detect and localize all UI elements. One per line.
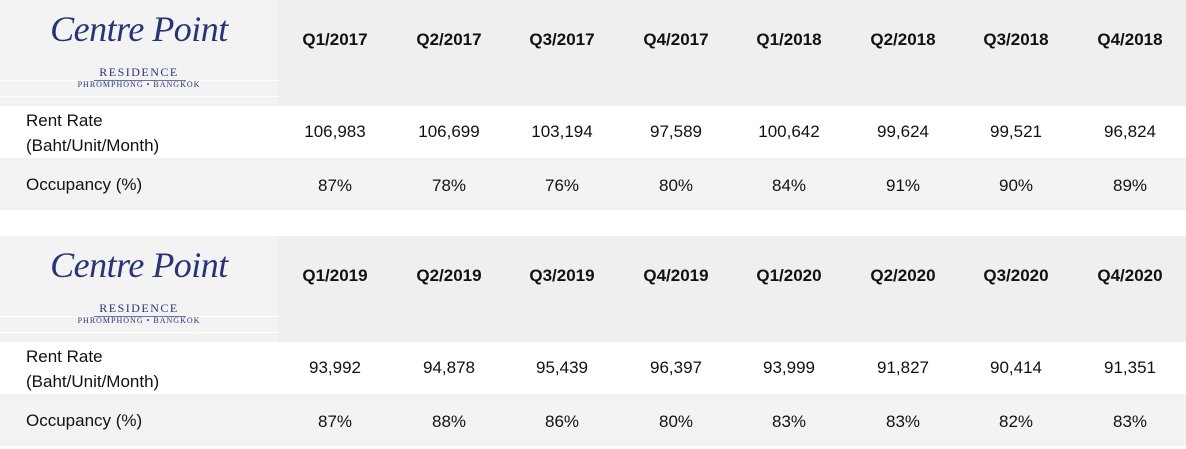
quarter-header: Q1/2020 [756, 266, 822, 285]
logo-location: PHROMPHONG • BANGKOK [77, 316, 201, 325]
logo-title: Centre Point [50, 245, 228, 285]
occupancy-row: Occupancy (%) 87% 88% 86% 80% 83% 83% 82% 83% [0, 394, 1186, 446]
occupancy-cell: 80% [658, 176, 694, 195]
header-row: Centre Point RESIDENCE PHROMPHONG • BANGKO… [0, 236, 1186, 342]
rent-rate-cell: 91,827 [877, 358, 929, 377]
rent-rate-cell: 93,992 [309, 358, 361, 377]
quarter-header: Q1/2017 [302, 30, 368, 49]
rent-rate-cell: 93,999 [763, 358, 815, 377]
occupancy-cell: 87% [317, 412, 353, 431]
rent-rate-cell: 97,589 [650, 122, 702, 141]
quarter-header: Q4/2020 [1097, 266, 1163, 285]
block-separator [0, 210, 1186, 236]
quarter-header: Q3/2018 [983, 30, 1049, 49]
occupancy-cell: 80% [658, 412, 694, 431]
quarter-header: Q2/2019 [416, 266, 482, 285]
rent-rate-cell: 90,414 [990, 358, 1042, 377]
quarter-header: Q4/2019 [643, 266, 709, 285]
occupancy-cell: 83% [885, 412, 921, 431]
centre-point-logo: Centre Point RESIDENCE PHROMPHONG • BANGKO… [0, 236, 278, 342]
rent-rate-label-line1: Rent Rate [26, 347, 103, 366]
rent-rate-cell: 106,699 [418, 122, 480, 141]
occupancy-cell: 91% [885, 176, 921, 195]
quarter-header: Q3/2019 [529, 266, 595, 285]
occupancy-cell: 89% [1112, 176, 1148, 195]
rent-rate-cell: 96,824 [1104, 122, 1156, 141]
logo-divider [94, 316, 186, 317]
quarter-header: Q1/2019 [302, 266, 368, 285]
occupancy-cell: 87% [317, 176, 353, 195]
occupancy-row: Occupancy (%) 87% 78% 76% 80% 84% 91% 90% 89% [0, 158, 1186, 210]
quarter-header: Q1/2018 [756, 30, 822, 49]
occupancy-cell: 82% [998, 412, 1034, 431]
occupancy-label: Occupancy (%) [26, 175, 143, 194]
centre-point-logo: Centre Point RESIDENCE PHROMPHONG • BANGKO… [0, 0, 278, 106]
logo-subtitle: RESIDENCE [99, 65, 179, 79]
occupancy-cell: 84% [771, 176, 807, 195]
rent-rate-label-line2: (Baht/Unit/Month) [26, 372, 160, 391]
occupancy-label: Occupancy (%) [26, 411, 143, 430]
quarter-header: Q2/2017 [416, 30, 482, 49]
header-row: Centre Point RESIDENCE PHROMPHONG • BANGKO… [0, 0, 1186, 106]
rent-rate-label-line1: Rent Rate [26, 111, 103, 130]
occupancy-cell: 86% [544, 412, 580, 431]
occupancy-cell: 88% [431, 412, 467, 431]
rent-rate-cell: 94,878 [423, 358, 475, 377]
quarter-header: Q3/2017 [529, 30, 595, 49]
occupancy-cell: 76% [544, 176, 580, 195]
rent-rate-row: Rent Rate (Baht/Unit/Month) 93,992 94,878 95… [0, 342, 1186, 394]
rent-rate-label: Rent Rate (Baht/Unit/Month) [26, 344, 256, 394]
occupancy-cell: 83% [771, 412, 807, 431]
rent-rate-cell: 96,397 [650, 358, 702, 377]
quarter-header: Q2/2020 [870, 266, 936, 285]
logo-subtitle: RESIDENCE [99, 301, 179, 315]
rent-rate-cell: 106,983 [304, 122, 366, 141]
rent-rate-label: Rent Rate (Baht/Unit/Month) [26, 108, 256, 158]
occupancy-cell: 90% [998, 176, 1034, 195]
occupancy-cell: 83% [1112, 412, 1148, 431]
rent-rate-label-line2: (Baht/Unit/Month) [26, 136, 160, 155]
rent-rate-cell: 95,439 [536, 358, 588, 377]
quarter-header: Q3/2020 [983, 266, 1049, 285]
logo-location: PHROMPHONG • BANGKOK [77, 80, 201, 89]
logo-divider [94, 80, 186, 81]
rent-rate-cell: 100,642 [758, 122, 820, 141]
quarter-header: Q2/2018 [870, 30, 936, 49]
quarter-header: Q4/2018 [1097, 30, 1163, 49]
rent-rate-cell: 91,351 [1104, 358, 1156, 377]
rent-rate-cell: 99,624 [877, 122, 929, 141]
quarter-header: Q4/2017 [643, 30, 709, 49]
rent-rate-cell: 103,194 [531, 122, 593, 141]
occupancy-cell: 78% [431, 176, 467, 195]
logo-title: Centre Point [50, 9, 228, 49]
rent-rate-row: Rent Rate (Baht/Unit/Month) 106,983 106,699… [0, 106, 1186, 158]
rent-rate-cell: 99,521 [990, 122, 1042, 141]
